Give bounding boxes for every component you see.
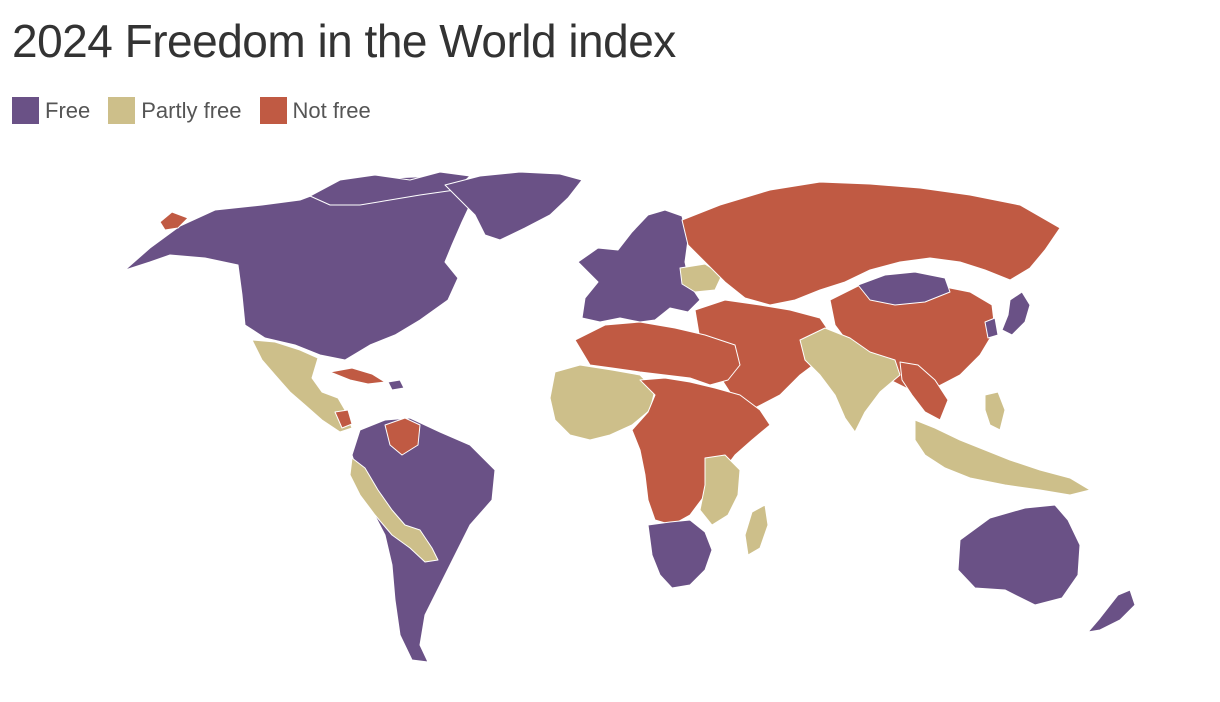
region-greenland xyxy=(444,171,583,241)
legend-item-free: Free xyxy=(12,97,90,124)
legend-swatch-not-free xyxy=(259,97,287,124)
region-southern-africa xyxy=(647,519,713,589)
legend-label-not-free: Not free xyxy=(292,97,371,123)
region-southeast-asia xyxy=(914,419,1091,496)
region-cuba xyxy=(329,367,386,385)
region-andean xyxy=(349,457,439,563)
legend-label-partly-free: Partly free xyxy=(141,97,242,123)
region-south-korea xyxy=(984,317,999,339)
legend: Free Partly free Not free xyxy=(12,97,389,124)
region-venezuela xyxy=(384,417,421,456)
region-new-zealand xyxy=(1087,589,1136,633)
legend-swatch-free xyxy=(12,97,39,124)
region-mongolia xyxy=(857,271,951,306)
region-australia xyxy=(957,504,1081,606)
region-philippines xyxy=(984,391,1006,431)
legend-item-partly-free: Partly free xyxy=(108,97,242,124)
region-nicaragua xyxy=(334,409,353,429)
region-japan xyxy=(1001,291,1031,336)
region-chukotka xyxy=(159,211,189,231)
region-south-asia xyxy=(799,327,901,433)
legend-swatch-partly-free xyxy=(108,97,136,124)
region-west-africa xyxy=(549,364,656,441)
region-madagascar xyxy=(744,504,769,556)
region-ukraine xyxy=(679,263,723,293)
legend-label-free: Free xyxy=(45,97,91,123)
map-title: 2024 Freedom in the World index xyxy=(12,15,676,67)
region-north-america xyxy=(124,175,481,361)
region-north-africa xyxy=(574,321,741,386)
region-caribbean xyxy=(387,379,405,391)
region-russia xyxy=(681,181,1061,306)
world-map xyxy=(124,171,1136,663)
region-indochina xyxy=(899,361,949,421)
region-east-africa xyxy=(699,454,741,526)
legend-item-not-free: Not free xyxy=(259,97,371,124)
region-western-europe xyxy=(577,209,701,323)
